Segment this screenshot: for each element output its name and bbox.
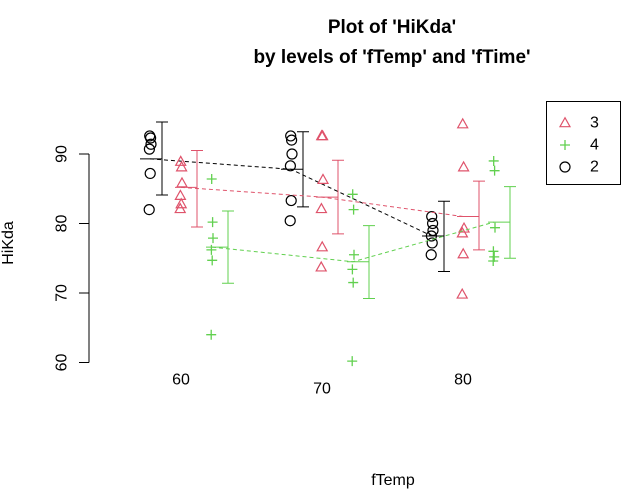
data-point <box>207 217 218 228</box>
y-tick-label: 60 <box>54 354 71 372</box>
y-tick-label: 70 <box>54 284 71 302</box>
x-tick-label: 60 <box>172 372 190 389</box>
legend-symbol <box>558 116 572 128</box>
y-tick-label: 90 <box>54 145 71 163</box>
plot-area <box>140 117 516 367</box>
data-point <box>348 277 359 288</box>
y-tick-label: 80 <box>54 215 71 233</box>
legend: 3 4 2 <box>546 101 621 185</box>
legend-label: 2 <box>590 159 599 176</box>
mean-line-series-4 <box>211 221 495 263</box>
data-point <box>425 249 437 261</box>
data-point <box>427 217 439 230</box>
data-point <box>488 246 499 257</box>
data-point <box>175 160 188 172</box>
data-point <box>174 189 187 200</box>
series-2 <box>140 121 450 272</box>
data-point <box>456 226 469 238</box>
data-point <box>349 249 359 260</box>
data-point <box>285 194 297 207</box>
data-point <box>347 264 358 275</box>
data-point <box>457 160 470 172</box>
legend-box <box>546 101 621 185</box>
data-point <box>208 233 218 244</box>
data-point <box>145 138 157 150</box>
data-point <box>284 160 296 172</box>
data-point <box>489 165 500 176</box>
data-point <box>426 210 438 223</box>
data-point <box>490 222 500 233</box>
data-point <box>316 129 329 141</box>
legend-symbol <box>559 161 571 173</box>
data-point <box>425 230 437 242</box>
y-axis: 60 70 80 90 <box>54 145 90 371</box>
data-point <box>316 173 330 184</box>
series-4 <box>206 155 516 367</box>
data-point <box>286 134 298 146</box>
data-point <box>456 287 469 299</box>
data-point <box>144 167 156 180</box>
data-point <box>427 224 439 237</box>
data-point <box>488 256 499 267</box>
x-tick-label: 70 <box>313 381 331 398</box>
chart-title-line2: by levels of 'fTemp' and 'fTime' <box>253 47 530 68</box>
legend-symbol <box>560 140 570 150</box>
data-point <box>285 130 297 142</box>
data-point <box>488 155 499 166</box>
data-point <box>206 244 217 255</box>
legend-label: 3 <box>590 115 599 132</box>
data-point <box>457 247 470 259</box>
data-point <box>347 189 358 200</box>
data-point <box>143 204 155 216</box>
data-point <box>315 202 328 214</box>
data-point <box>206 329 217 340</box>
data-point <box>174 202 187 214</box>
data-point <box>207 255 218 266</box>
data-point <box>426 237 438 249</box>
error-bar <box>191 150 203 228</box>
x-axis: 60 70 80 <box>172 372 472 398</box>
data-point <box>315 260 328 272</box>
data-point <box>456 117 469 129</box>
data-point <box>175 176 189 188</box>
data-point <box>348 204 359 215</box>
data-point <box>286 148 298 160</box>
data-point <box>145 132 157 144</box>
error-bar <box>473 180 485 251</box>
series-3 <box>174 117 485 299</box>
data-point <box>175 197 188 209</box>
x-axis-label: fTemp <box>371 472 415 489</box>
data-point <box>347 356 358 367</box>
y-axis-label: HiKda <box>0 221 17 265</box>
data-point <box>174 155 187 166</box>
data-point <box>206 174 217 185</box>
data-point <box>316 240 329 252</box>
x-tick-label: 80 <box>454 372 472 389</box>
data-point <box>284 215 296 227</box>
data-point <box>489 251 500 262</box>
legend-label: 4 <box>590 137 599 154</box>
data-point <box>143 143 155 155</box>
chart-title-line1: Plot of 'HiKda' <box>328 17 456 38</box>
